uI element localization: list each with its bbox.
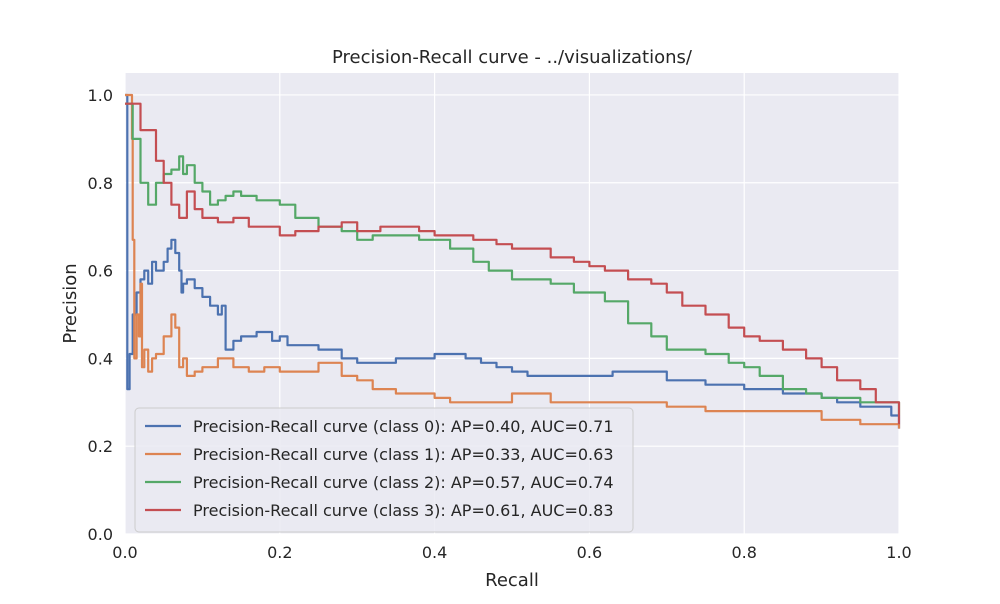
x-tick-label-0: 0.0 <box>112 543 137 562</box>
series-line-class-3 <box>125 102 901 425</box>
chart-title: Precision-Recall curve - ../visualizatio… <box>332 47 693 68</box>
x-tick-label-2: 0.4 <box>422 543 447 562</box>
y-tick-label-2: 0.4 <box>88 349 113 368</box>
tick-labels: 0.0 0.2 0.4 0.6 0.8 1.0 0.0 0.2 0.4 0.6 0.8 1.0 <box>88 86 912 562</box>
y-tick-label-0: 0.0 <box>88 525 113 544</box>
legend-label-class-1: Precision-Recall curve (class 1): AP=0.3… <box>193 445 614 464</box>
x-tick-label-3: 0.6 <box>577 543 602 562</box>
y-tick-label-5: 1.0 <box>88 86 113 105</box>
y-axis-label: Precision <box>60 263 81 343</box>
legend-label-class-3: Precision-Recall curve (class 3): AP=0.6… <box>193 501 614 520</box>
y-tick-label-3: 0.6 <box>88 262 113 281</box>
y-tick-label-4: 0.8 <box>88 174 113 193</box>
x-axis-label: Recall <box>485 570 539 591</box>
series-line-class-0 <box>125 93 901 429</box>
series-line-class-1 <box>125 93 901 429</box>
legend-box <box>134 407 634 533</box>
legend-label-class-0: Precision-Recall curve (class 0): AP=0.4… <box>193 417 614 436</box>
series-lines <box>125 93 901 429</box>
series-line-class-2 <box>125 102 901 416</box>
legend-label-class-2: Precision-Recall curve (class 2): AP=0.5… <box>193 473 614 492</box>
y-tick-label-1: 0.2 <box>88 437 113 456</box>
legend: Precision-Recall curve (class 0): AP=0.4… <box>134 407 634 533</box>
x-tick-label-4: 0.8 <box>731 543 756 562</box>
x-tick-label-1: 0.2 <box>267 543 292 562</box>
x-tick-label-5: 1.0 <box>886 543 911 562</box>
